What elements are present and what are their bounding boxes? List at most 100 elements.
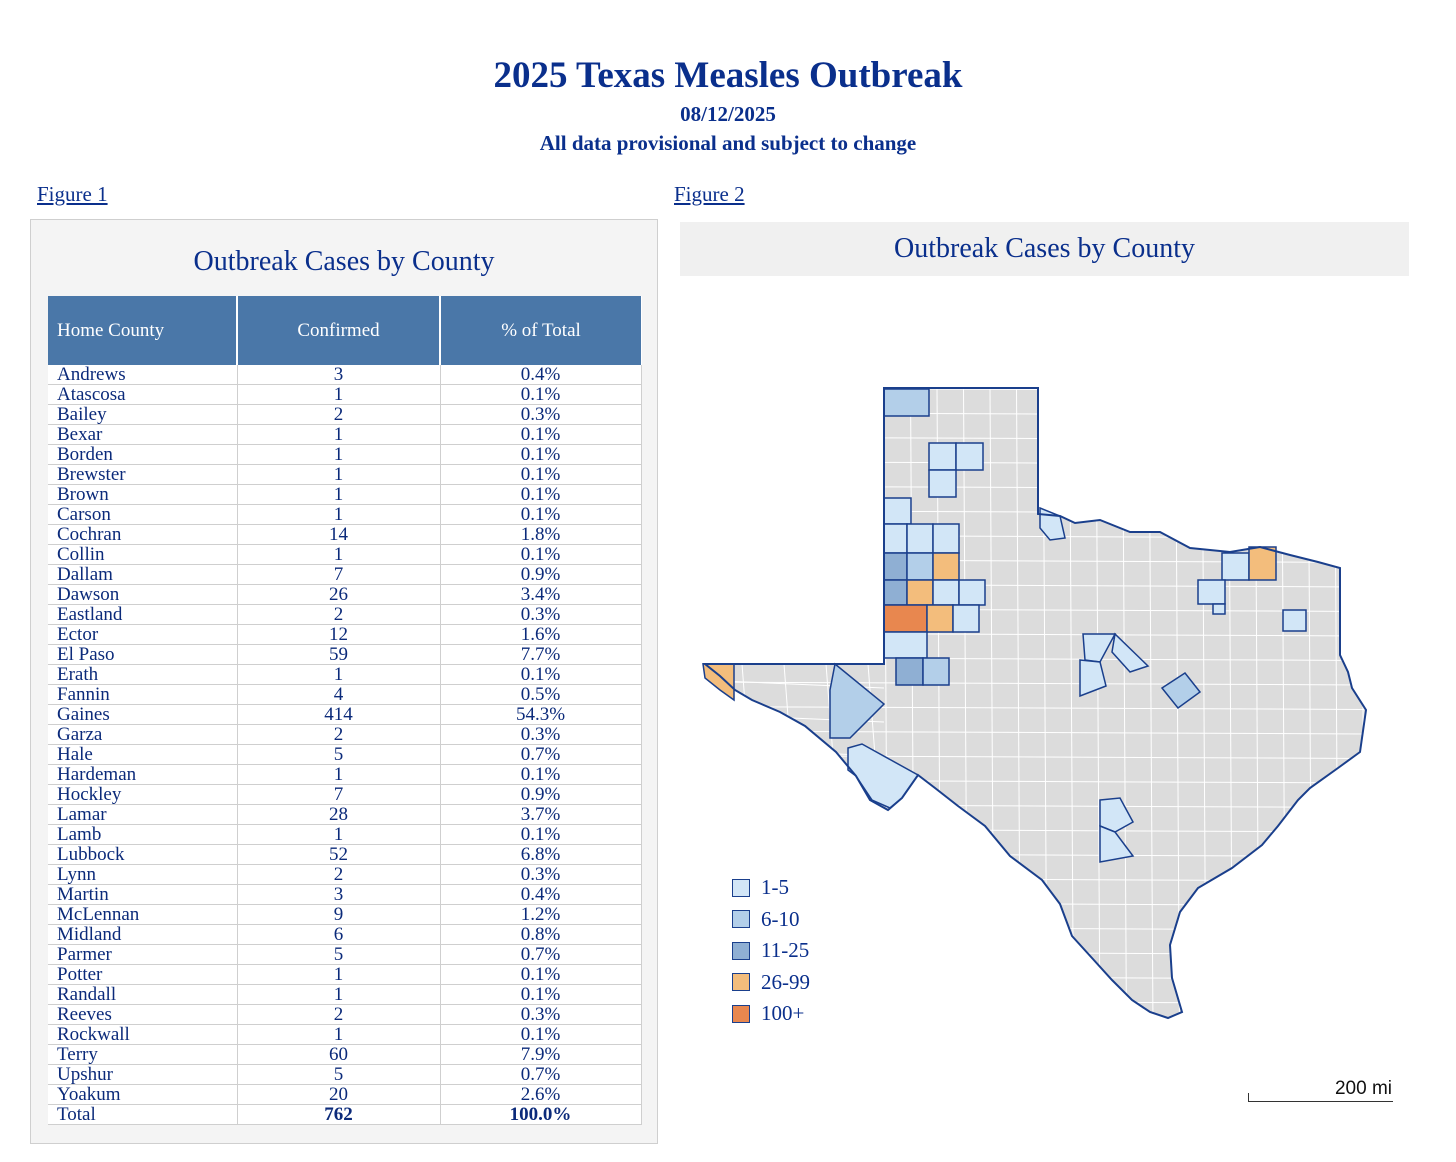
legend-label: 6-10 [761,906,800,931]
figure-1-link[interactable]: Figure 1 [37,182,108,206]
county-cell: Yoakum [48,1084,238,1105]
table-row: Dawson 26 3.4% [48,584,642,605]
texas-county-map [702,387,1368,1020]
figure-2-link[interactable]: Figure 2 [674,182,745,206]
county-cell: Erath [48,664,238,685]
county-randall [928,469,957,498]
pct-cell: 1.8% [440,524,642,545]
confirmed-cell: 28 [237,804,441,825]
county-cell: Lamb [48,824,238,845]
county-cell: Potter [48,964,238,985]
figure-1-panel: Outbreak Cases by County Home County Con… [30,219,658,1144]
confirmed-cell: 2 [237,1004,441,1025]
table-row: Yoakum 20 2.6% [48,1084,642,1105]
county-cell: Brown [48,484,238,505]
confirmed-cell: 5 [237,1064,441,1085]
county-cell: Martin [48,884,238,905]
table-row: Hardeman 1 0.1% [48,764,642,785]
county-cell: McLennan [48,904,238,925]
county-collin [1197,579,1226,605]
county-lynn [932,579,960,606]
pct-cell: 0.1% [440,984,642,1005]
confirmed-cell: 1 [237,824,441,845]
county-atascosa [1099,824,1135,863]
texas-outline [702,387,1368,1020]
confirmed-cell: 12 [237,624,441,645]
confirmed-cell: 2 [237,404,441,425]
table-row: Bailey 2 0.3% [48,404,642,425]
confirmed-cell: 26 [237,584,441,605]
pct-cell: 0.1% [440,484,642,505]
county-parmer [883,497,912,525]
confirmed-cell: 5 [237,744,441,765]
county-boundary [705,681,1366,686]
county-cell: Dawson [48,584,238,605]
county-cell: El Paso [48,644,238,665]
county-cell: Hardeman [48,764,238,785]
figure-1-title: Outbreak Cases by County [193,246,495,277]
table-body: Andrews 3 0.4% Atascosa 1 0.1% Bailey 2 0.3% Bexa… [48,365,642,1125]
pct-cell: 0.1% [440,464,642,485]
county-cell: Lynn [48,864,238,885]
table-row: Brewster 1 0.1% [48,464,642,485]
confirmed-cell: 762 [237,1104,441,1125]
table-row: Terry 60 7.9% [48,1044,642,1065]
pct-cell: 3.4% [440,584,642,605]
county-cell: Brewster [48,464,238,485]
table-row: Fannin 4 0.5% [48,684,642,705]
legend-swatch [732,1004,750,1023]
table-row: Potter 1 0.1% [48,964,642,985]
page-title: 2025 Texas Measles Outbreak [493,55,963,96]
confirmed-cell: 1 [237,964,441,985]
table-total-row: Total 762 100.0% [48,1104,642,1125]
pct-cell: 0.7% [440,1064,642,1085]
legend-item: 11-25 [732,935,810,967]
county-cell: Upshur [48,1064,238,1085]
scale-bar: 200 mi [1248,1078,1394,1102]
legend-swatch [732,941,750,960]
county-cell: Reeves [48,1004,238,1025]
confirmed-cell: 2 [237,604,441,625]
pct-cell: 0.3% [440,1004,642,1025]
legend-item: 6-10 [732,904,810,936]
scale-bar-line [1248,1093,1393,1102]
pct-cell: 7.9% [440,1044,642,1065]
report-date: 08/12/2025 [680,102,776,126]
legend-swatch [732,973,750,992]
pct-cell: 1.2% [440,904,642,925]
pct-cell: 0.1% [440,384,642,405]
pct-cell: 0.1% [440,544,642,565]
table-row: Atascosa 1 0.1% [48,384,642,405]
legend-label: 11-25 [761,938,810,963]
county-el-paso [702,663,735,702]
state-fill [705,388,1366,1018]
table-row: Randall 1 0.1% [48,984,642,1005]
table-row: Lynn 2 0.3% [48,864,642,885]
pct-cell: 0.4% [440,365,642,385]
confirmed-cell: 7 [237,564,441,585]
table-header-row: Home County Confirmed % of Total [48,296,641,365]
county-cell: Lubbock [48,844,238,865]
pct-cell: 0.3% [440,604,642,625]
pct-cell: 3.7% [440,804,642,825]
county-gaines [883,604,928,633]
texas-base [705,388,1366,1018]
county-mclennan [1160,671,1202,710]
confirmed-cell: 3 [237,365,441,385]
pct-cell: 0.1% [440,964,642,985]
column-header-pct-total: % of Total [440,296,641,365]
legend-label: 100+ [761,1001,805,1026]
legend-item: 100+ [732,998,810,1030]
table-row: Cochran 14 1.8% [48,524,642,545]
confirmed-cell: 20 [237,1084,441,1105]
table-row: Gaines 414 54.3% [48,704,642,725]
confirmed-cell: 1 [237,764,441,785]
county-terry [906,579,934,606]
pct-cell: 54.3% [440,704,642,725]
table-row: Midland 6 0.8% [48,924,642,945]
pct-cell: 0.8% [440,924,642,945]
legend-swatch [732,878,750,897]
pct-cell: 0.9% [440,564,642,585]
county-boundary [705,781,885,791]
county-bailey [883,523,908,554]
